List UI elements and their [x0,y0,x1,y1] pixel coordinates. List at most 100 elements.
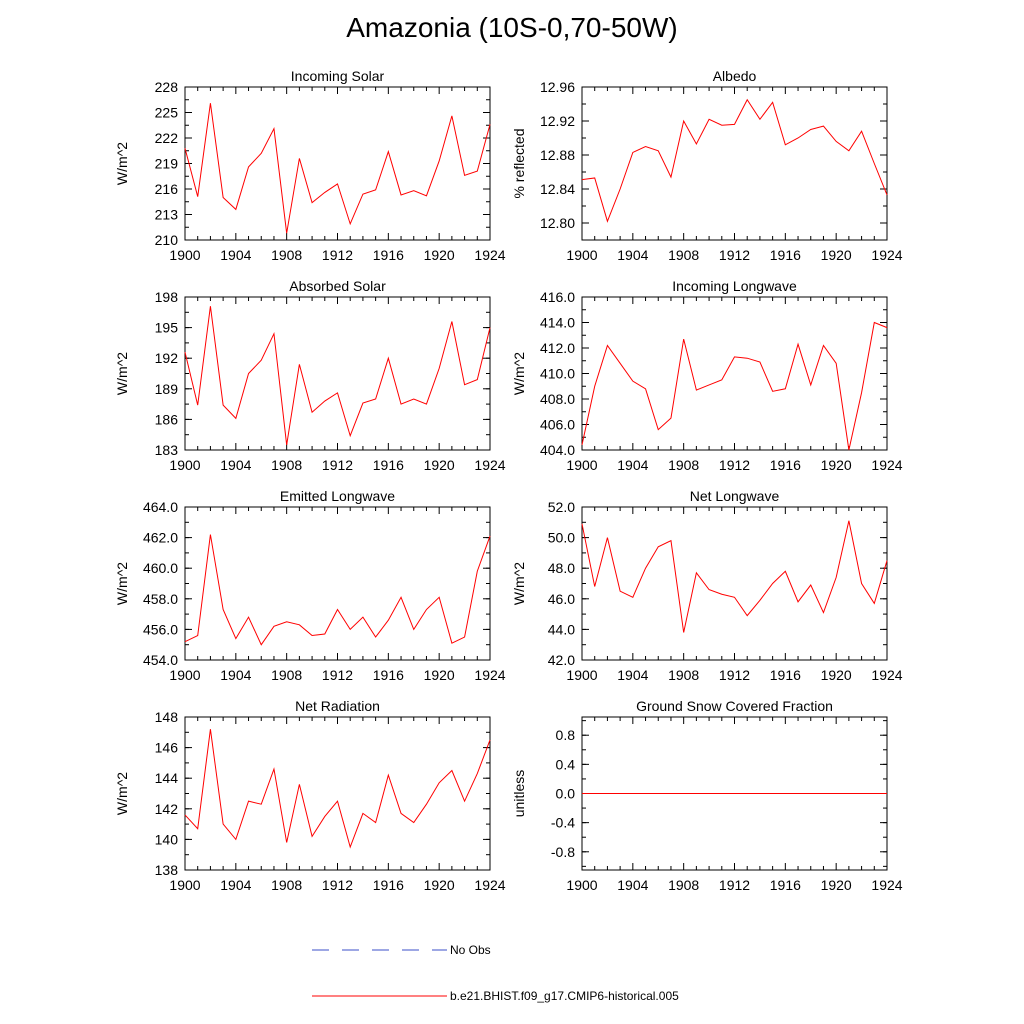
y-tick-label: 12.88 [540,147,575,163]
x-tick-label: 1900 [566,877,597,893]
x-tick-label: 1904 [220,247,251,263]
y-tick-label: 460.0 [143,560,178,576]
x-tick-label: 1920 [821,877,852,893]
page-title: Amazonia (10S-0,70-50W) [346,12,678,43]
x-tick-label: 1900 [169,457,200,473]
y-tick-label: 42.0 [548,652,575,668]
y-tick-label: 146 [155,740,179,756]
y-tick-label: 408.0 [540,391,575,407]
x-tick-label: 1908 [271,877,302,893]
y-tick-label: 416.0 [540,289,575,305]
x-tick-label: 1900 [566,247,597,263]
panel-2: Albedo % reflected 1900 1904 1908 1912 1916 192… [511,68,903,263]
x-tick-label: 1916 [373,877,404,893]
x-tick-label: 1900 [169,877,200,893]
y-tick-label: 12.96 [540,79,575,95]
x-tick-label: 1912 [719,667,750,683]
y-tick-label: 0.4 [556,756,576,772]
x-tick-label: 1904 [617,667,648,683]
panel-1: Incoming Solar W/m^2 1900 1904 1908 1912 1916 1… [114,68,506,263]
plot-frame [184,296,491,451]
x-tick-label: 1924 [474,457,505,473]
y-tick-label: 144 [155,770,179,786]
panel-title: Albedo [713,68,757,84]
series-line [184,306,491,445]
y-axis-label: unitless [511,770,527,817]
x-tick-label: 1900 [566,457,597,473]
y-tick-label: 195 [155,320,179,336]
x-tick-label: 1904 [617,877,648,893]
y-tick-label: 138 [155,862,179,878]
x-tick-label: 1916 [770,247,801,263]
x-tick-label: 1900 [169,247,200,263]
x-tick-label: 1916 [373,457,404,473]
series-line [581,520,888,633]
panel-title: Emitted Longwave [280,488,395,504]
y-tick-label: 456.0 [143,621,178,637]
x-tick-label: 1924 [474,877,505,893]
x-tick-label: 1912 [322,457,353,473]
y-axis-label: W/m^2 [511,562,527,605]
x-tick-label: 1924 [871,457,902,473]
y-tick-label: 222 [155,130,179,146]
y-tick-label: 52.0 [548,499,575,515]
y-tick-label: 44.0 [548,621,575,637]
y-tick-label: -0.8 [551,844,575,860]
panel-6: Net Longwave W/m^2 1900 1904 1908 1912 1916 192… [511,488,903,683]
x-tick-label: 1908 [271,457,302,473]
panel-8: Ground Snow Covered Fraction unitless 1900… [511,698,903,893]
x-tick-label: 1908 [668,247,699,263]
legend-label-no-obs: No Obs [450,943,491,957]
series-line [581,98,888,223]
y-tick-label: 225 [155,105,179,121]
panel-title: Incoming Solar [291,68,385,84]
plot-frame [184,716,491,871]
x-tick-label: 1924 [871,877,902,893]
x-tick-label: 1908 [668,877,699,893]
x-tick-label: 1904 [220,667,251,683]
y-tick-label: 186 [155,411,179,427]
y-tick-label: 0.8 [556,727,576,743]
plot-frame [581,86,888,241]
x-tick-label: 1900 [566,667,597,683]
x-tick-label: 1904 [617,247,648,263]
y-tick-label: 458.0 [143,591,178,607]
y-tick-label: 50.0 [548,530,575,546]
y-tick-label: 210 [155,232,179,248]
y-tick-label: 0.0 [556,786,576,802]
plot-frame [184,506,491,661]
x-tick-label: 1916 [373,667,404,683]
x-tick-label: 1924 [871,667,902,683]
x-tick-label: 1920 [821,667,852,683]
x-tick-label: 1920 [424,667,455,683]
series-line [184,729,491,849]
y-axis-label: W/m^2 [114,142,130,185]
y-axis-label: % reflected [511,128,527,198]
x-tick-label: 1908 [668,667,699,683]
series-line [184,103,491,234]
y-tick-label: 228 [155,79,179,95]
y-tick-label: 406.0 [540,417,575,433]
y-axis-label: W/m^2 [114,562,130,605]
y-tick-label: 183 [155,442,179,458]
panel-title: Net Longwave [690,488,780,504]
x-tick-label: 1920 [821,247,852,263]
x-tick-label: 1912 [719,247,750,263]
x-tick-label: 1916 [770,877,801,893]
x-tick-label: 1908 [271,247,302,263]
x-tick-label: 1924 [474,667,505,683]
plot-frame [581,506,888,661]
x-tick-label: 1924 [474,247,505,263]
y-tick-label: 140 [155,831,179,847]
legend-label-model: b.e21.BHIST.f09_g17.CMIP6-historical.005 [450,989,679,1003]
y-tick-label: 404.0 [540,442,575,458]
x-tick-label: 1912 [322,247,353,263]
y-tick-label: 142 [155,801,179,817]
x-tick-label: 1916 [373,247,404,263]
y-tick-label: 189 [155,381,179,397]
x-tick-label: 1912 [719,457,750,473]
y-axis-label: W/m^2 [511,352,527,395]
series-line [184,534,491,646]
x-tick-label: 1912 [322,877,353,893]
